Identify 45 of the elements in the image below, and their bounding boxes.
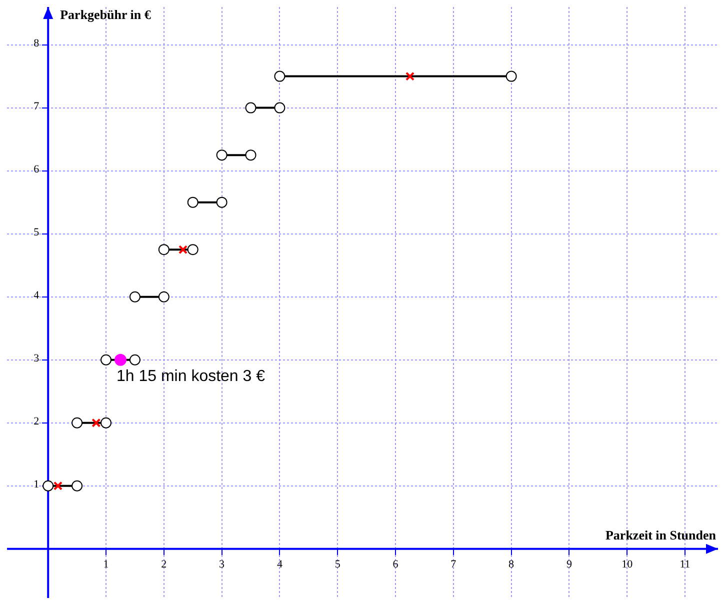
y-tick-label: 3 <box>34 352 40 365</box>
point <box>405 72 415 81</box>
x-tick-label: 1 <box>103 558 109 570</box>
point <box>72 417 83 428</box>
point <box>72 480 83 492</box>
x-tick-label: 5 <box>334 558 341 570</box>
x-tick-label: 11 <box>680 558 690 570</box>
point <box>100 354 112 366</box>
y-tick-label: 8 <box>34 38 40 50</box>
x-tick-label: 8 <box>508 558 515 570</box>
x-tick-label: 9 <box>566 558 572 570</box>
y-tick-label: 2 <box>34 416 40 428</box>
annotation: 1h 15 min kosten 3 € <box>116 368 266 386</box>
point <box>506 70 517 82</box>
point <box>158 244 170 256</box>
y-axis-title: Parkgebühr in € <box>60 6 152 22</box>
y-tick-label: 1 <box>34 478 40 491</box>
x-tick-label: 3 <box>219 558 226 570</box>
y-tick-label: 7 <box>34 100 40 113</box>
y-tick-label: 4 <box>34 290 40 302</box>
point <box>216 196 228 208</box>
point <box>245 102 256 114</box>
y-tick-label: 5 <box>34 226 40 239</box>
point <box>178 245 188 254</box>
point <box>53 481 62 490</box>
x-tick-label: 4 <box>276 558 283 570</box>
point <box>187 196 198 208</box>
point <box>245 150 256 161</box>
point <box>100 417 112 428</box>
point <box>129 291 140 302</box>
x-tick-label: 7 <box>450 558 457 570</box>
point <box>158 291 170 302</box>
point <box>92 418 101 428</box>
point <box>42 480 54 492</box>
x-tick-label: 2 <box>161 558 167 570</box>
point <box>187 244 198 256</box>
point <box>274 102 286 114</box>
point <box>216 150 228 161</box>
x-axis-title: Parkzeit in Stunden <box>605 528 717 543</box>
x-tick-label: 6 <box>392 558 399 570</box>
x-tick-label: 10 <box>622 558 634 570</box>
point <box>114 354 126 366</box>
y-tick-label: 6 <box>34 164 40 176</box>
point <box>274 70 286 82</box>
point <box>129 354 140 366</box>
